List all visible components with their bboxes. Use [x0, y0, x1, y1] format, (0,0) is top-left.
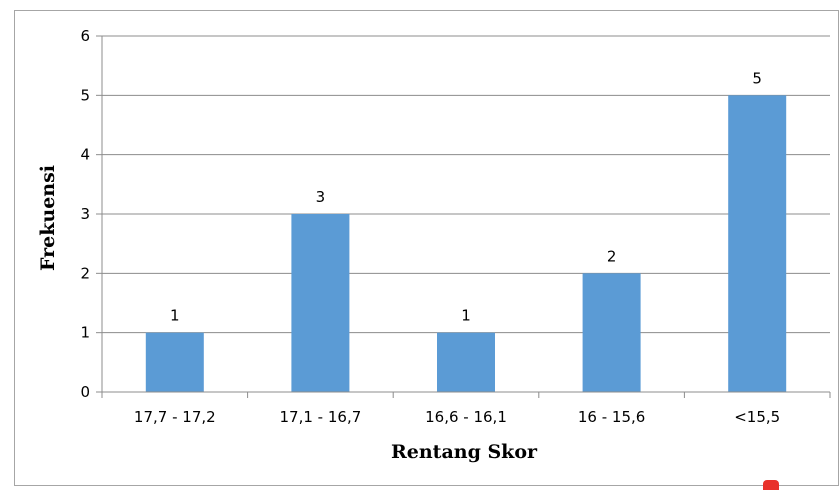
- bar: [437, 332, 495, 392]
- y-tick-label: 2: [80, 264, 90, 282]
- bar: [145, 332, 204, 392]
- labels: 0 1 2 3 4 5 6 1 17,7 - 17,2 3 17,1 - 16,7 1 16,6 - 1…: [80, 27, 780, 426]
- data-label: 5: [752, 69, 762, 87]
- y-axis-title: Frekuensi: [37, 165, 59, 271]
- corner-mark: [763, 480, 779, 490]
- data-label: 1: [170, 307, 180, 325]
- y-tick-label: 6: [80, 27, 90, 45]
- data-label: 1: [461, 307, 471, 325]
- y-tick-label: 1: [80, 324, 90, 342]
- y-tick-label: 4: [80, 146, 90, 164]
- x-axis-title: Rentang Skor: [391, 441, 538, 463]
- y-tick-label: 3: [80, 205, 90, 223]
- data-label: 2: [607, 247, 617, 265]
- y-tick-label: 0: [80, 383, 90, 401]
- x-tick-label: 16 - 15,6: [578, 408, 645, 426]
- x-tick-label: <15,5: [734, 408, 780, 426]
- chart-frame: [14, 10, 839, 486]
- bar: [582, 273, 641, 392]
- y-tick-label: 5: [80, 86, 90, 104]
- x-tick-label: 16,6 - 16,1: [425, 408, 507, 426]
- x-tick-label: 17,7 - 17,2: [134, 408, 216, 426]
- gridlines: [102, 35, 830, 334]
- bars: [145, 95, 787, 392]
- data-label: 3: [316, 188, 326, 206]
- bar: [291, 214, 350, 392]
- x-tick-label: 17,1 - 16,7: [280, 408, 362, 426]
- axes: [96, 35, 831, 398]
- bar: [728, 95, 787, 392]
